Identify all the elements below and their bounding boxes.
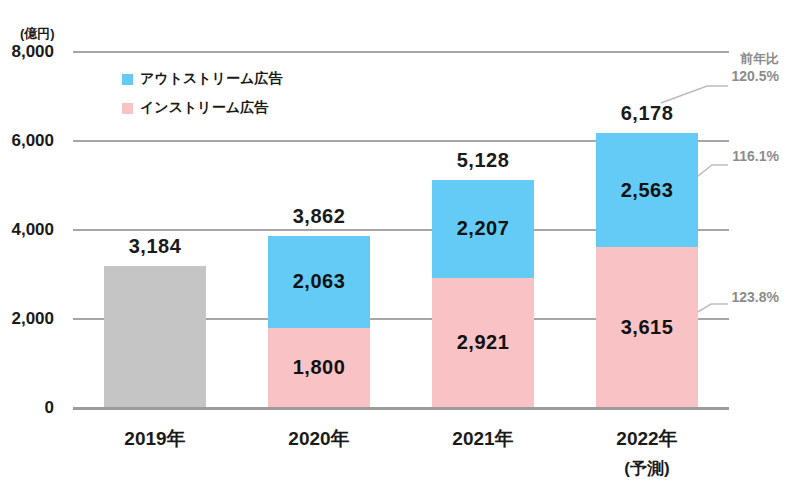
segment-value-label: 2,063: [293, 270, 346, 293]
legend-label-instream: インストリーム広告: [140, 99, 268, 117]
bar-segment: 3,615: [596, 247, 698, 408]
yoy-header: 前年比: [669, 50, 779, 68]
x-axis-label: 2021年: [403, 426, 563, 452]
bar-segment: 2,921: [432, 278, 534, 408]
bar-total-label: 3,862: [239, 205, 399, 228]
yoy-value-instream: 123.8%: [669, 289, 779, 305]
y-tick-label: 4,000: [0, 219, 54, 241]
bar-total-label: 6,178: [567, 102, 727, 125]
segment-value-label: 1,800: [293, 356, 346, 379]
bar-segment: [104, 266, 206, 408]
segment-value-label: 2,207: [457, 217, 510, 240]
legend-item-instream: インストリーム広告: [122, 99, 282, 117]
legend-swatch-instream-icon: [122, 103, 133, 114]
legend: アウトストリーム広告 インストリーム広告: [122, 70, 282, 128]
bar-segment: 2,207: [432, 180, 534, 278]
y-tick-label: 6,000: [0, 130, 54, 152]
y-tick-label: 2,000: [0, 308, 54, 330]
chart-canvas: (億円) 02,0004,0006,0008,0003,1842019年1,80…: [0, 0, 800, 500]
gridline-8000: [73, 51, 729, 53]
yoy-value-total: 120.5%: [669, 68, 779, 84]
leader-line-total-yoy: [661, 86, 728, 103]
segment-value-label: 2,563: [621, 179, 674, 202]
x-axis-label: 2020年: [239, 426, 399, 452]
segment-value-label: 3,615: [621, 316, 674, 339]
y-tick-label: 8,000: [0, 41, 54, 63]
bar-total-label: 3,184: [75, 235, 235, 258]
y-tick-label: 0: [0, 397, 54, 419]
x-axis-line: [73, 407, 729, 410]
bar-segment: 2,063: [268, 236, 370, 328]
yoy-value-outstream: 116.1%: [669, 148, 779, 164]
bar-segment: 1,800: [268, 328, 370, 408]
x-axis-label: 2022年: [567, 426, 727, 452]
x-axis-sublabel: (予測): [567, 457, 727, 480]
legend-swatch-outstream-icon: [122, 74, 133, 85]
bar-total-label: 5,128: [403, 149, 563, 172]
x-axis-label: 2019年: [75, 426, 235, 452]
segment-value-label: 2,921: [457, 331, 510, 354]
legend-item-outstream: アウトストリーム広告: [122, 70, 282, 88]
legend-label-outstream: アウトストリーム広告: [140, 70, 282, 88]
